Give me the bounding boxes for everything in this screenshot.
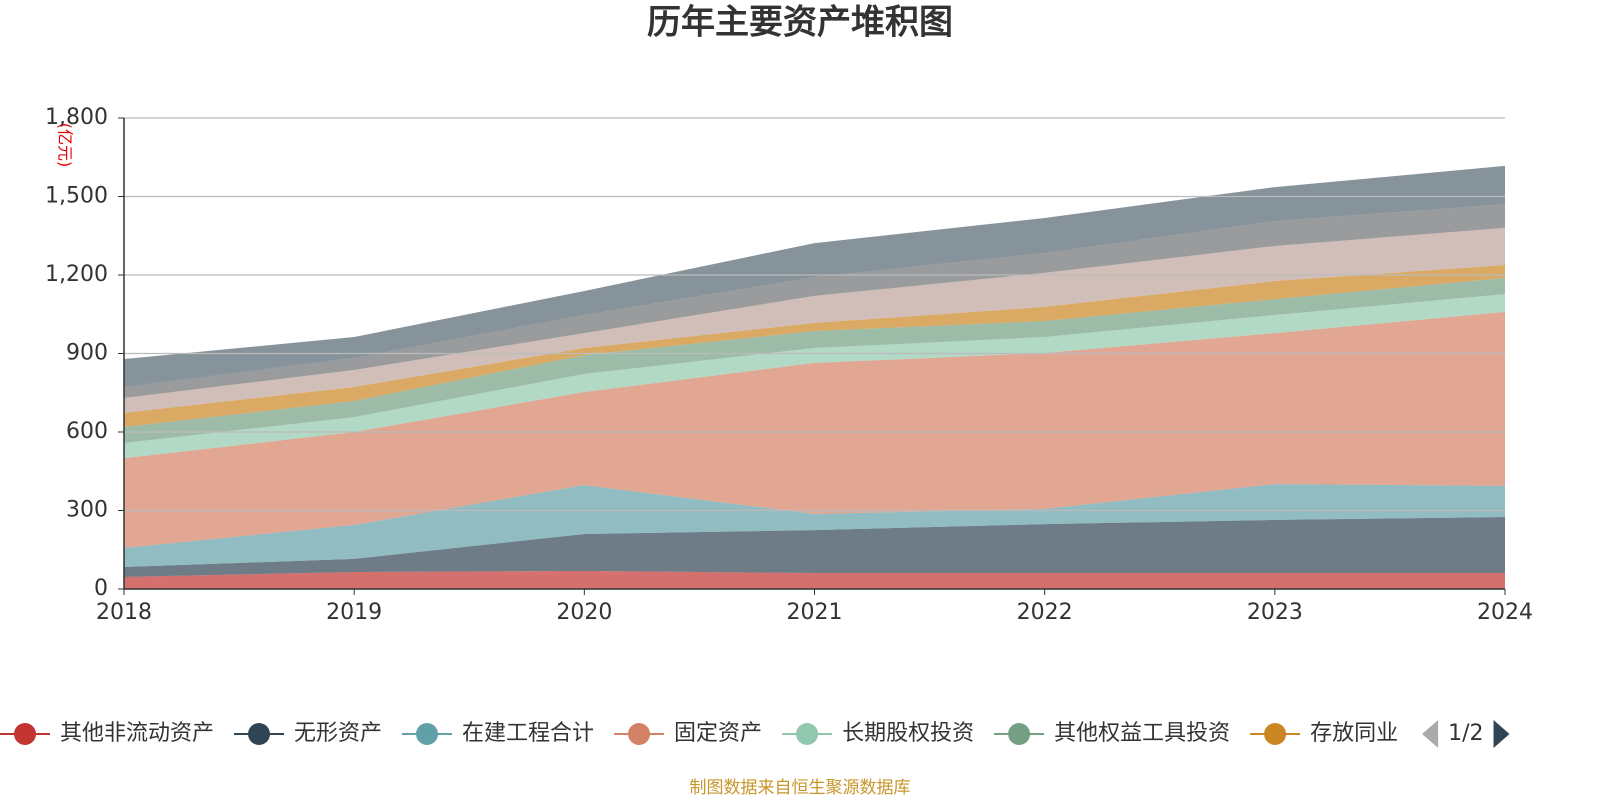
legend-label: 长期股权投资	[842, 721, 974, 746]
legend-prev[interactable]	[1422, 720, 1439, 748]
x-tick-label: 2020	[556, 600, 612, 625]
area	[124, 204, 1505, 398]
legend-item[interactable]: 长期股权投资	[782, 721, 974, 746]
area	[124, 165, 1505, 387]
x-tick-label: 2024	[1477, 600, 1533, 625]
x-tick-label: 2021	[787, 600, 843, 625]
legend-item[interactable]: 其他非流动资产	[0, 721, 214, 746]
legend-marker	[416, 723, 439, 745]
x-tick-label: 2019	[326, 600, 382, 625]
legend-item[interactable]: 存放同业	[1250, 721, 1398, 746]
legend-label: 在建工程合计	[462, 721, 594, 746]
area	[124, 227, 1505, 413]
area	[124, 311, 1505, 548]
area	[124, 294, 1505, 459]
legend-label: 存放同业	[1310, 721, 1398, 746]
x-tick-label: 2023	[1247, 600, 1303, 625]
y-tick-label: 900	[66, 341, 108, 366]
legend-item[interactable]: 其他权益工具投资	[994, 721, 1230, 746]
area	[124, 265, 1505, 428]
legend-label: 其他权益工具投资	[1054, 721, 1230, 746]
area	[124, 484, 1505, 568]
legend-item[interactable]: 无形资产	[234, 721, 382, 746]
legend-marker	[796, 723, 819, 745]
legend-label: 固定资产	[674, 721, 762, 746]
y-tick-label: 0	[94, 576, 108, 601]
y-tick-label: 1,800	[45, 105, 108, 130]
areas	[124, 165, 1505, 589]
legend-marker	[1264, 723, 1287, 745]
legend-label: 无形资产	[294, 721, 382, 746]
area	[124, 570, 1505, 589]
legend-marker	[1008, 723, 1031, 745]
y-tick-label: 600	[66, 419, 108, 444]
source-note: 制图数据来自恒生聚源数据库	[690, 778, 911, 798]
x-tick-label: 2022	[1017, 600, 1073, 625]
y-tick-label: 300	[66, 498, 108, 523]
legend-next[interactable]	[1493, 720, 1510, 748]
chart-title: 历年主要资产堆积图	[647, 3, 953, 43]
legend-marker	[14, 723, 36, 745]
legend-label: 其他非流动资产	[60, 721, 214, 746]
legend-item[interactable]: 在建工程合计	[402, 721, 594, 746]
area	[124, 277, 1505, 443]
y-tick-label: 1,200	[45, 262, 108, 287]
y-tick-label: 1,500	[45, 184, 108, 209]
y-unit: (亿元)	[56, 123, 75, 168]
legend-marker	[628, 723, 651, 745]
legend-page: 1/2	[1448, 721, 1483, 746]
legend-marker	[248, 723, 271, 745]
area	[124, 517, 1505, 577]
legend-item[interactable]: 固定资产	[614, 721, 762, 746]
x-tick-label: 2018	[96, 600, 152, 625]
